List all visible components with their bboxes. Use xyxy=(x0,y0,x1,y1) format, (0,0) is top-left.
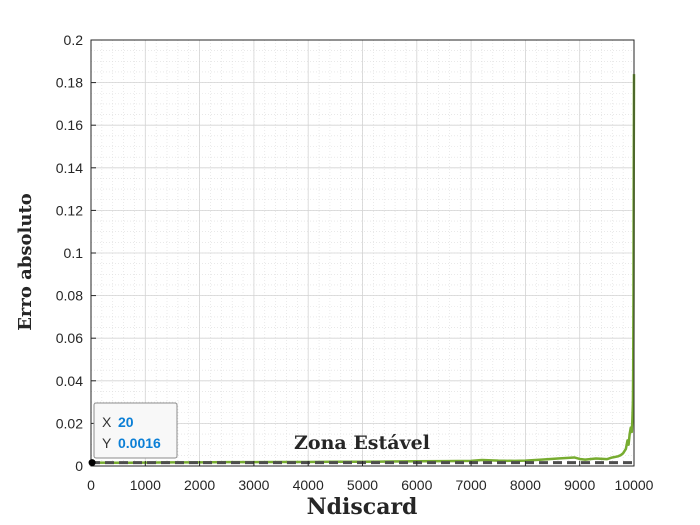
y-axis-ticks: 0 0.02 0.04 0.06 0.08 0.1 0.12 0.14 0.16 0.18 0.2 xyxy=(56,32,96,474)
x-tick-label: 3000 xyxy=(238,477,269,493)
x-tick-label: 6000 xyxy=(401,477,432,493)
y-tick-label: 0.08 xyxy=(56,288,83,304)
x-tick-label: 1000 xyxy=(130,477,161,493)
x-tick-label: 4000 xyxy=(293,477,324,493)
x-tick-label: 0 xyxy=(87,477,95,493)
x-tick-label: 2000 xyxy=(184,477,215,493)
y-tick-label: 0.12 xyxy=(56,202,83,218)
y-axis-title: Erro absoluto xyxy=(15,193,36,331)
data-tip-marker[interactable] xyxy=(88,459,96,467)
data-tip-box xyxy=(93,402,178,459)
y-tick-label: 0.06 xyxy=(56,330,83,346)
y-tick-label: 0.14 xyxy=(56,160,83,176)
y-tick-label: 0.04 xyxy=(56,373,83,389)
x-axis-title: Ndiscard xyxy=(307,494,418,520)
data-tip-x-value: 20 xyxy=(118,414,134,430)
x-axis-ticks: 0 1000 2000 3000 4000 5000 6000 7000 8000 9000 100… xyxy=(87,461,654,493)
data-tip-x-key: X xyxy=(102,414,112,430)
data-tip[interactable]: X 20 Y 0.0016 xyxy=(93,402,178,459)
y-tick-label: 0.18 xyxy=(56,75,83,91)
y-tick-label: 0.2 xyxy=(64,32,84,48)
x-tick-label: 7000 xyxy=(456,477,487,493)
x-tick-label: 5000 xyxy=(347,477,378,493)
y-tick-label: 0.02 xyxy=(56,415,83,431)
y-tick-label: 0.1 xyxy=(64,245,84,261)
y-tick-label: 0 xyxy=(75,458,83,474)
data-tip-y-value: 0.0016 xyxy=(118,435,161,451)
x-tick-label: 9000 xyxy=(564,477,595,493)
data-tip-y-key: Y xyxy=(102,435,112,451)
x-tick-label: 8000 xyxy=(510,477,541,493)
x-tick-label: 10000 xyxy=(615,477,654,493)
y-tick-label: 0.16 xyxy=(56,117,83,133)
annotation-zona-estavel: Zona Estável xyxy=(294,432,430,454)
